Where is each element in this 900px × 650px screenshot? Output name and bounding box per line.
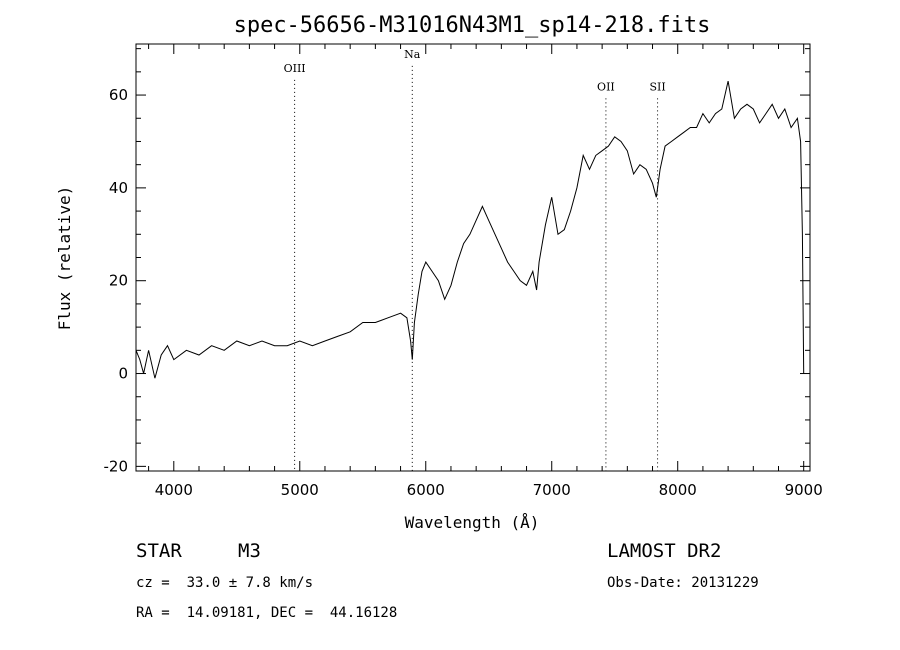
- y-axis: -20 0 20 40 60: [104, 48, 810, 475]
- y-tick-label: 40: [109, 179, 128, 197]
- redshift-value: cz = 33.0 ± 7.8 km/s: [136, 575, 314, 591]
- line-marker-label: Na: [404, 48, 421, 61]
- spectral-line-markers: OIII Na OII SII: [284, 48, 666, 471]
- line-marker-label: OIII: [284, 62, 306, 75]
- plot-frame: [135, 43, 811, 472]
- plot-border: [135, 43, 811, 472]
- line-marker-label: OII: [597, 80, 615, 93]
- object-subclass: M3: [238, 540, 261, 562]
- observation-date: Obs-Date: 20131229: [607, 575, 759, 591]
- x-tick-label: 6000: [407, 481, 445, 499]
- x-tick-label: 7000: [533, 481, 571, 499]
- x-tick-label: 8000: [659, 481, 697, 499]
- spectrum-line: [135, 80, 805, 379]
- y-tick-label: 20: [109, 272, 128, 290]
- y-tick-label: 60: [109, 86, 128, 104]
- x-axis: 4000 5000 6000 7000 8000 9000: [148, 44, 823, 499]
- x-tick-label: 4000: [155, 481, 193, 499]
- y-tick-label: 0: [118, 365, 128, 383]
- coordinates: RA = 14.09181, DEC = 44.16128: [136, 605, 398, 621]
- line-marker-label: SII: [649, 80, 665, 93]
- chart-title: spec-56656-M31016N43M1_sp14-218.fits: [234, 13, 711, 38]
- object-class: STAR: [136, 540, 182, 562]
- y-axis-label: Flux (relative): [55, 186, 74, 331]
- y-tick-label: -20: [104, 457, 129, 475]
- x-tick-label: 5000: [281, 481, 319, 499]
- survey-name: LAMOST DR2: [607, 540, 722, 562]
- x-axis-label: Wavelength (Å): [405, 513, 540, 532]
- x-tick-label: 9000: [785, 481, 823, 499]
